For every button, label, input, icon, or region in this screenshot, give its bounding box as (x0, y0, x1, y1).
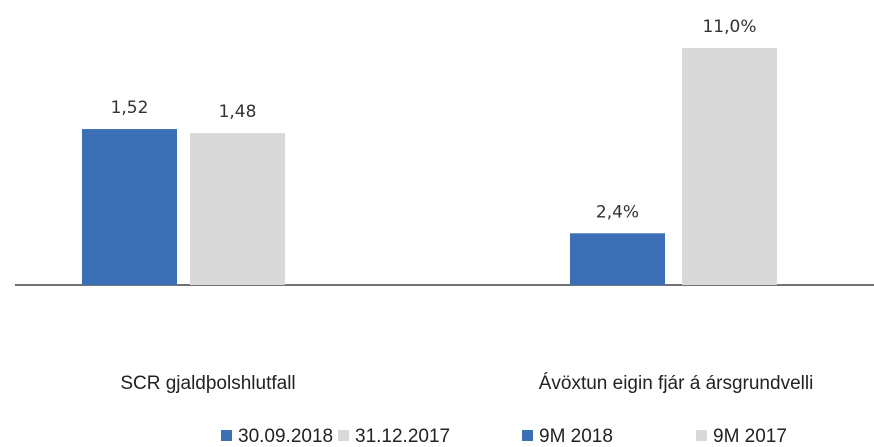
x-category-label: Ávöxtun eigin fjár á ársgrundvelli (539, 373, 814, 394)
value-label: 1,52 (111, 98, 149, 118)
legend-label: 31.12.2017 (355, 426, 450, 447)
legend-label: 30.09.2018 (238, 426, 333, 447)
value-label: 11,0% (702, 17, 756, 37)
bar (190, 133, 285, 285)
legend-swatch (696, 430, 707, 441)
bar (570, 233, 665, 285)
x-category-label: SCR gjaldþolshlutfall (120, 373, 295, 394)
legend-label: 9M 2018 (539, 426, 613, 447)
value-label: 1,48 (219, 102, 257, 122)
bar (82, 129, 177, 285)
value-label: 2,4% (596, 202, 639, 222)
legend-label: 9M 2017 (713, 426, 787, 447)
legend-swatch (221, 430, 232, 441)
bar (682, 47, 777, 286)
legend-swatch (338, 430, 349, 441)
legend-swatch (522, 430, 533, 441)
